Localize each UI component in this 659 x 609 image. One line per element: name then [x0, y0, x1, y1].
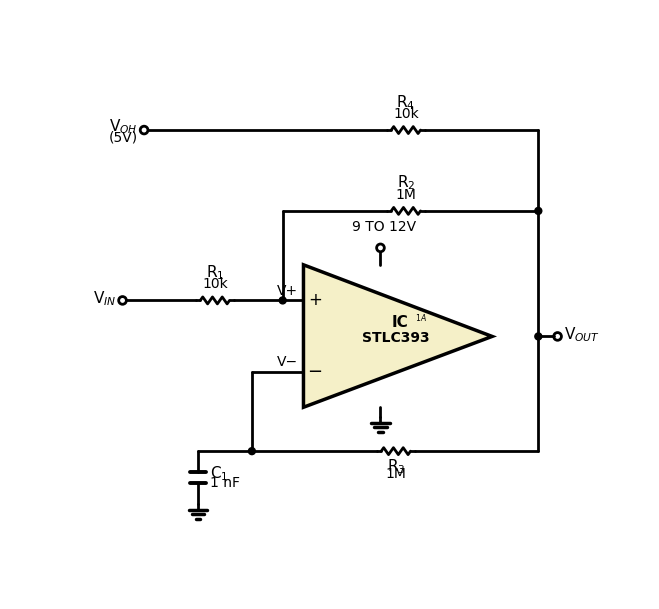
Circle shape [279, 297, 286, 304]
Text: STLC393: STLC393 [362, 331, 430, 345]
Text: R$_3$: R$_3$ [387, 457, 405, 476]
Text: C$_1$: C$_1$ [210, 464, 229, 483]
Text: V$_{IN}$: V$_{IN}$ [93, 289, 117, 308]
Text: −: − [308, 362, 323, 381]
Text: V−: V− [277, 356, 298, 370]
Circle shape [248, 448, 255, 454]
Text: R$_4$: R$_4$ [397, 93, 415, 111]
Text: V+: V+ [277, 284, 298, 298]
Text: $_{1A}$: $_{1A}$ [415, 312, 427, 325]
Text: V$_{OH}$: V$_{OH}$ [109, 117, 138, 136]
Text: R$_2$: R$_2$ [397, 174, 415, 192]
Text: R$_1$: R$_1$ [206, 263, 224, 282]
Text: 1 nF: 1 nF [210, 476, 241, 490]
Text: 1M: 1M [386, 466, 407, 481]
Text: (5V): (5V) [109, 131, 138, 145]
Polygon shape [304, 265, 492, 407]
Text: V$_{OUT}$: V$_{OUT}$ [563, 326, 600, 344]
Text: 10k: 10k [393, 107, 418, 121]
Text: 1M: 1M [395, 188, 416, 202]
Text: 9 TO 12V: 9 TO 12V [353, 220, 416, 234]
Text: IC: IC [392, 315, 409, 330]
Text: +: + [308, 292, 322, 309]
Text: 10k: 10k [202, 277, 228, 291]
Circle shape [535, 208, 542, 214]
Circle shape [535, 333, 542, 340]
